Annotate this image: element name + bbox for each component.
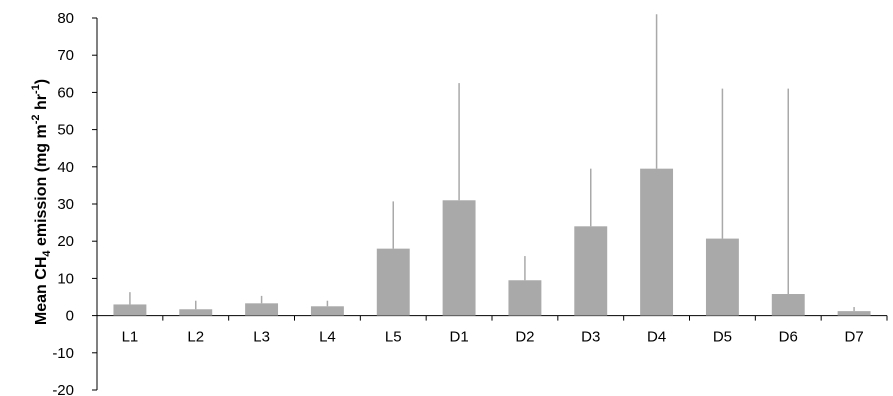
y-tick-label: 40	[57, 159, 74, 176]
x-ticks	[96, 315, 888, 321]
y-tick-label: 70	[57, 47, 74, 64]
x-tick-label-D4: D4	[647, 329, 666, 346]
y-tick-label: 20	[57, 233, 74, 250]
bar-L1	[113, 304, 147, 316]
x-tick-label-D1: D1	[449, 329, 468, 346]
y-ticks: -20 -10 0 10 20 30 40 50 60 70 80	[52, 10, 97, 396]
y-axis-title-sup1: -2	[30, 114, 42, 124]
bar-D2	[508, 280, 542, 316]
y-axis-title-sub: 4	[41, 250, 53, 257]
y-axis-label: Mean CH4 emission (mg m-2 hr-1)	[30, 79, 53, 325]
x-tick-label-L2: L2	[187, 329, 204, 346]
x-tick-label-D7: D7	[844, 329, 863, 346]
bar-L3	[245, 303, 279, 316]
axes	[96, 18, 887, 390]
x-tick-label-D6: D6	[779, 329, 798, 346]
x-tick-label-L5: L5	[385, 329, 402, 346]
y-axis-title-end: )	[33, 79, 50, 84]
bar-L5	[376, 248, 410, 316]
y-axis-title-mid: emission (mg m	[33, 124, 50, 250]
bar-L4	[310, 306, 344, 316]
x-tick-labels: L1 L2 L3 L4 L5 D1 D2 D3 D4 D5 D6 D7	[122, 329, 864, 346]
bar-L2	[179, 309, 213, 316]
y-axis-title-mid2: hr	[33, 94, 50, 114]
y-tick-label: 10	[57, 270, 74, 287]
x-tick-label-D5: D5	[713, 329, 732, 346]
y-axis-title: Mean CH4 emission (mg m-2 hr-1)	[30, 79, 53, 325]
bar-D1	[442, 200, 476, 316]
bar-D6	[771, 294, 805, 316]
error-bars	[129, 14, 855, 312]
x-tick-label-L3: L3	[253, 329, 270, 346]
y-tick-label: 30	[57, 196, 74, 213]
bars	[113, 168, 871, 316]
y-tick-label: -20	[52, 382, 74, 396]
y-tick-label: 80	[57, 10, 74, 27]
y-tick-label: 0	[66, 308, 74, 325]
bar-D4	[640, 168, 674, 316]
y-axis-title-sup2: -1	[30, 84, 42, 94]
x-tick-label-D3: D3	[581, 329, 600, 346]
bar-D3	[574, 226, 608, 316]
y-tick-label: 60	[57, 84, 74, 101]
y-axis-title-main: Mean CH	[33, 257, 50, 325]
x-tick-label-L4: L4	[319, 329, 336, 346]
bar-D7	[837, 311, 871, 316]
y-tick-label: -10	[52, 345, 74, 362]
x-tick-label-L1: L1	[122, 329, 139, 346]
x-tick-label-D2: D2	[515, 329, 534, 346]
bar-D5	[705, 238, 739, 316]
y-tick-label: 50	[57, 122, 74, 139]
